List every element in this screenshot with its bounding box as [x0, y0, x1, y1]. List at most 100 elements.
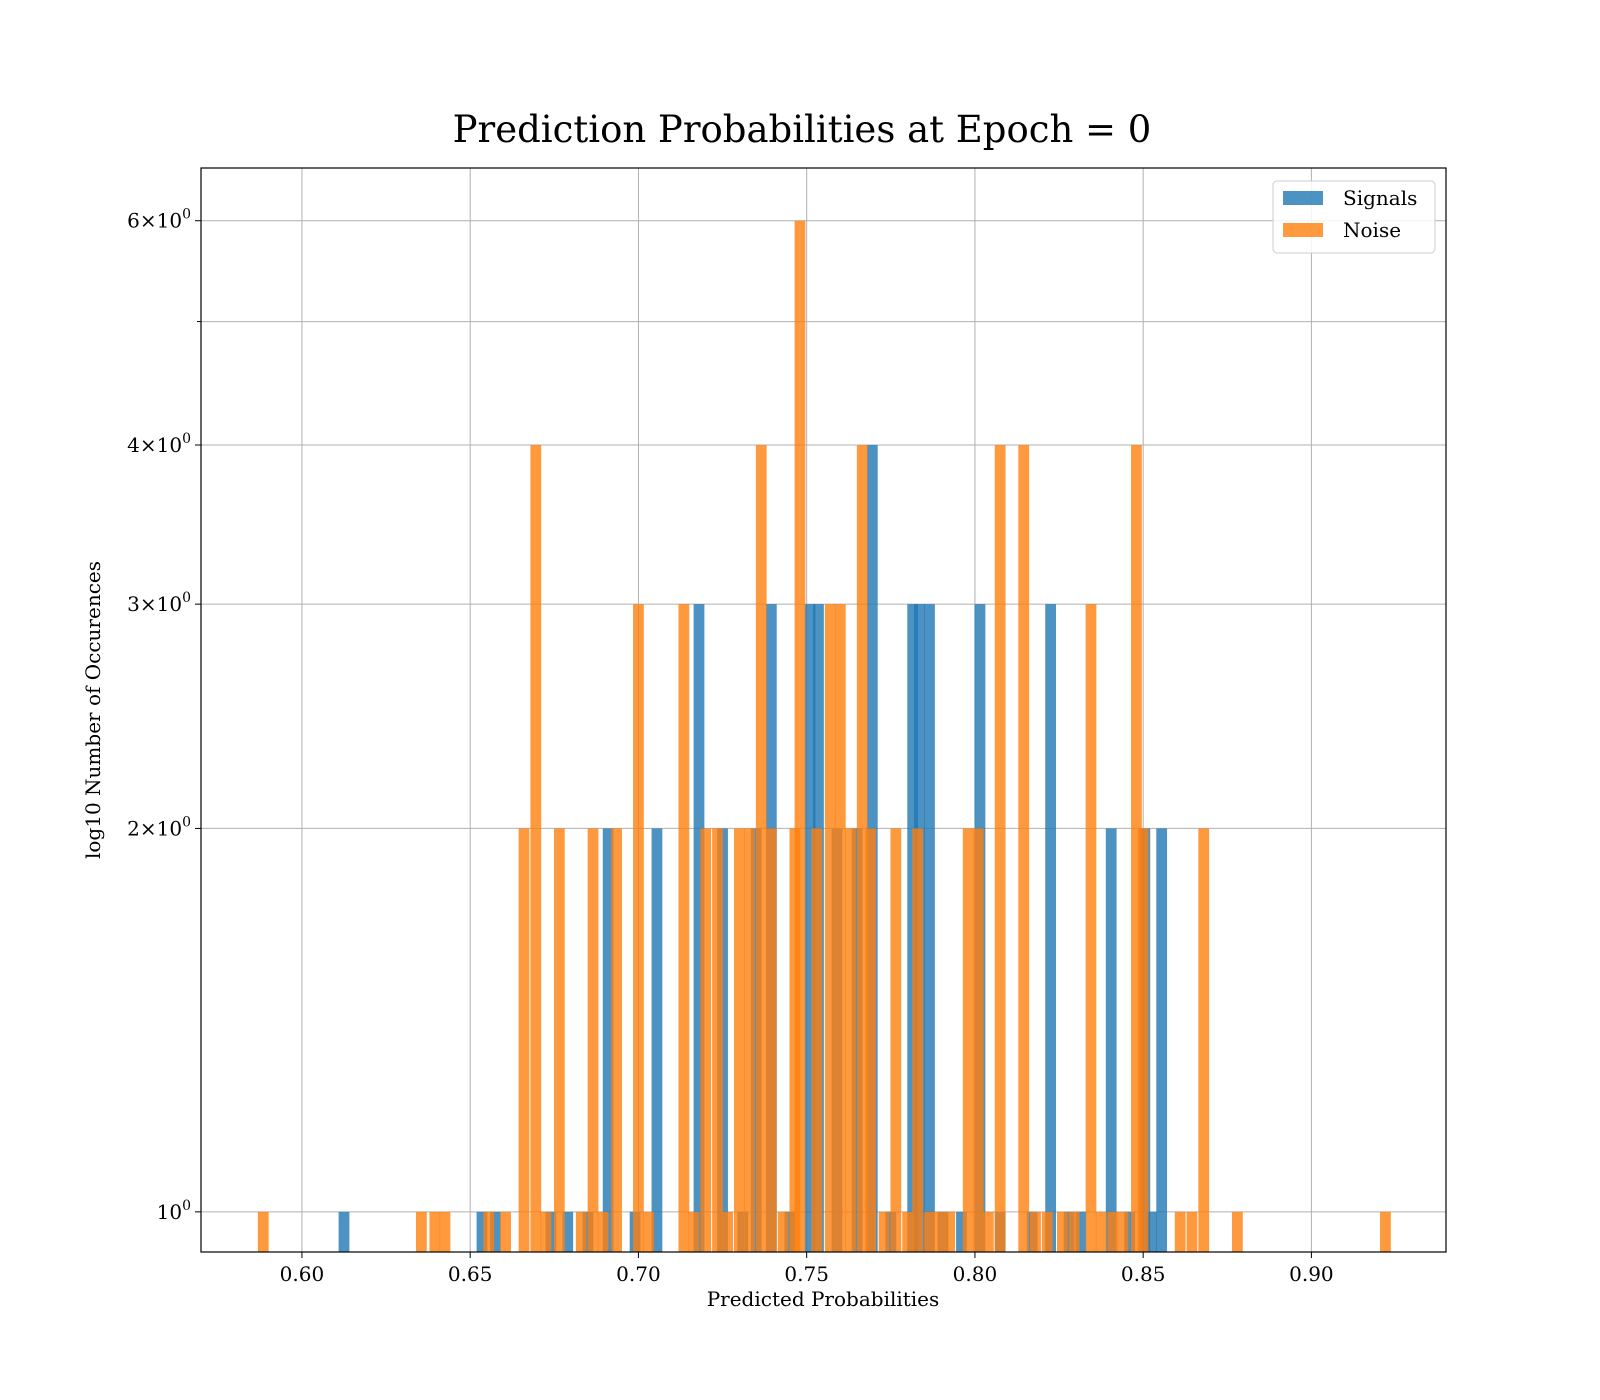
histogram-bar: [890, 828, 902, 1252]
histogram-bar: [688, 1211, 700, 1252]
histogram-bar: [439, 1211, 451, 1252]
legend-label: Noise: [1343, 218, 1401, 242]
histogram-bar: [794, 220, 806, 1253]
x-tick-label: 0.85: [1121, 1262, 1166, 1286]
histogram-bar: [733, 828, 745, 1252]
legend-swatch: [1283, 223, 1323, 237]
histogram-bar: [712, 828, 723, 1252]
x-tick-label: 0.65: [448, 1262, 493, 1286]
histogram-bar: [744, 828, 755, 1252]
histogram-bar: [878, 1211, 890, 1252]
histogram-bar: [1085, 604, 1097, 1252]
histogram-bar: [490, 1211, 501, 1252]
legend-swatch: [1283, 191, 1323, 205]
histogram-bar: [1117, 1211, 1129, 1252]
histogram-bar: [1198, 828, 1210, 1252]
histogram-bar: [962, 828, 974, 1252]
series-noise-bars: [257, 220, 1391, 1253]
y-axis-label: log10 Number of Occurences: [81, 561, 105, 859]
x-axis-label: Predicted Probabilities: [707, 1287, 940, 1311]
histogram-bar: [553, 828, 565, 1252]
histogram-bar: [1030, 1211, 1041, 1252]
histogram-bar: [633, 604, 644, 1252]
histogram-bar: [643, 1211, 654, 1252]
histogram-bar: [956, 1211, 967, 1252]
histogram-bar: [1018, 445, 1030, 1252]
histogram-bar: [994, 445, 1006, 1252]
histogram-bar: [416, 1211, 427, 1252]
histogram-bar: [602, 828, 614, 1252]
histogram-bar: [777, 1211, 789, 1252]
histogram-bar: [540, 1211, 552, 1252]
bars: [257, 220, 1391, 1253]
histogram-bar: [1095, 1211, 1107, 1252]
histogram-bar: [1068, 1211, 1080, 1252]
y-tick-label: 100: [157, 1198, 191, 1224]
histogram-bar: [500, 1211, 511, 1252]
histogram-bar: [972, 828, 984, 1252]
histogram-bar: [483, 1211, 495, 1252]
histogram-bar: [693, 604, 705, 1252]
histogram-bar: [765, 828, 777, 1252]
histogram-bar: [934, 1211, 945, 1252]
histogram-bar: [1186, 1211, 1198, 1252]
y-tick-label: 4×100: [127, 431, 191, 457]
histogram-bar: [856, 445, 868, 1252]
legend: Signals Noise: [1272, 180, 1436, 254]
histogram-bar: [651, 828, 663, 1252]
histogram-bar: [1137, 828, 1149, 1252]
x-axis-ticks: 0.60 0.65 0.70 0.75 0.80 0.85 0.90: [280, 1252, 1334, 1286]
x-tick-label: 0.70: [616, 1262, 661, 1286]
histogram-bar: [700, 828, 712, 1252]
histogram-bar: [1231, 1211, 1243, 1252]
histogram-bar: [338, 1211, 350, 1252]
histogram-bar: [944, 1211, 956, 1252]
histogram-bar: [912, 828, 924, 1252]
histogram-bar: [902, 1211, 914, 1252]
histogram-bar: [1131, 445, 1142, 1252]
chart-title: Prediction Probabilities at Epoch = 0: [453, 108, 1152, 151]
histogram-bar: [611, 828, 622, 1252]
histogram-bar: [1075, 1211, 1087, 1252]
x-tick-label: 0.75: [784, 1262, 829, 1286]
histogram-bar: [587, 828, 599, 1252]
histogram-bar: [1380, 1211, 1391, 1252]
histogram-bar: [429, 1211, 441, 1252]
histogram-bar: [1105, 828, 1117, 1252]
histogram-bar: [865, 828, 876, 1252]
histogram-bar: [1045, 604, 1057, 1252]
histogram-bar: [1057, 1211, 1068, 1252]
histogram-bar: [476, 1211, 488, 1252]
x-tick-label: 0.60: [280, 1262, 325, 1286]
histogram-bar: [562, 1211, 574, 1252]
histogram-bar: [924, 1211, 935, 1252]
histogram-bar: [755, 445, 767, 1252]
histogram-bar: [804, 604, 816, 1252]
histogram-bar: [1156, 828, 1168, 1252]
histogram-bar: [530, 445, 542, 1252]
y-tick-label: 2×100: [127, 814, 191, 840]
histogram-bar: [257, 1211, 269, 1252]
histogram-bar: [575, 1211, 587, 1252]
histogram-bar: [1124, 1211, 1136, 1252]
y-tick-label: 6×100: [127, 207, 191, 233]
histogram-bar: [1174, 1211, 1186, 1252]
y-tick-label: 3×100: [127, 590, 191, 616]
histogram-bar: [1146, 1211, 1157, 1252]
histogram-bar: [722, 1211, 733, 1252]
histogram-bar: [834, 604, 846, 1252]
histogram-bar: [811, 828, 823, 1252]
histogram-bar: [982, 1211, 994, 1252]
plot-frame: [200, 167, 1447, 1253]
x-tick-label: 0.90: [1289, 1262, 1334, 1286]
x-tick-label: 0.80: [953, 1262, 998, 1286]
histogram-bar: [1041, 1211, 1053, 1252]
histogram-bar: [518, 828, 530, 1252]
histogram-bar: [678, 604, 690, 1252]
histogram-bar: [924, 604, 935, 1252]
histogram-bar: [824, 604, 836, 1252]
histogram-bar: [845, 828, 856, 1252]
legend-label: Signals: [1343, 186, 1417, 210]
histogram-bar: [597, 1211, 609, 1252]
